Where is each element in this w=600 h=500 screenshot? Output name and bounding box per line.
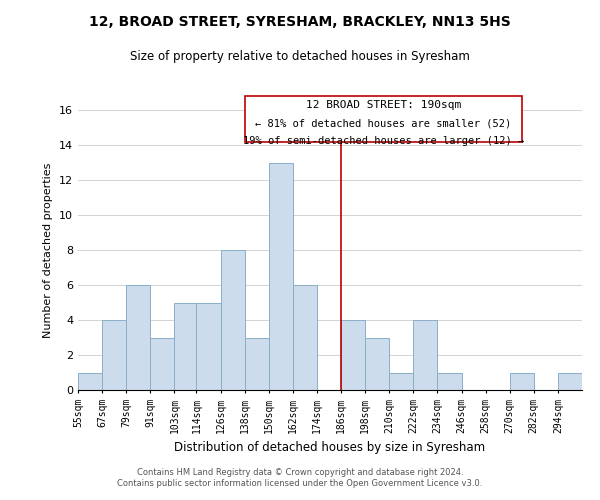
Bar bbox=[102, 320, 126, 390]
Bar bbox=[175, 302, 196, 390]
Bar bbox=[558, 372, 582, 390]
Bar bbox=[78, 372, 102, 390]
Bar bbox=[196, 302, 221, 390]
Bar bbox=[341, 320, 365, 390]
Bar bbox=[150, 338, 175, 390]
Bar bbox=[245, 338, 269, 390]
X-axis label: Distribution of detached houses by size in Syresham: Distribution of detached houses by size … bbox=[175, 441, 485, 454]
Text: Size of property relative to detached houses in Syresham: Size of property relative to detached ho… bbox=[130, 50, 470, 63]
Text: Contains HM Land Registry data © Crown copyright and database right 2024.
Contai: Contains HM Land Registry data © Crown c… bbox=[118, 468, 482, 487]
Text: ← 81% of detached houses are smaller (52): ← 81% of detached houses are smaller (52… bbox=[255, 119, 511, 129]
Text: 12, BROAD STREET, SYRESHAM, BRACKLEY, NN13 5HS: 12, BROAD STREET, SYRESHAM, BRACKLEY, NN… bbox=[89, 15, 511, 29]
Bar bbox=[269, 162, 293, 390]
Y-axis label: Number of detached properties: Number of detached properties bbox=[43, 162, 53, 338]
Text: 12 BROAD STREET: 190sqm: 12 BROAD STREET: 190sqm bbox=[305, 100, 461, 110]
Bar bbox=[510, 372, 534, 390]
Bar bbox=[389, 372, 413, 390]
Bar bbox=[437, 372, 461, 390]
Bar bbox=[221, 250, 245, 390]
Bar bbox=[126, 285, 150, 390]
Bar bbox=[293, 285, 317, 390]
Bar bbox=[413, 320, 437, 390]
Text: 19% of semi-detached houses are larger (12) →: 19% of semi-detached houses are larger (… bbox=[242, 136, 524, 146]
Bar bbox=[365, 338, 389, 390]
